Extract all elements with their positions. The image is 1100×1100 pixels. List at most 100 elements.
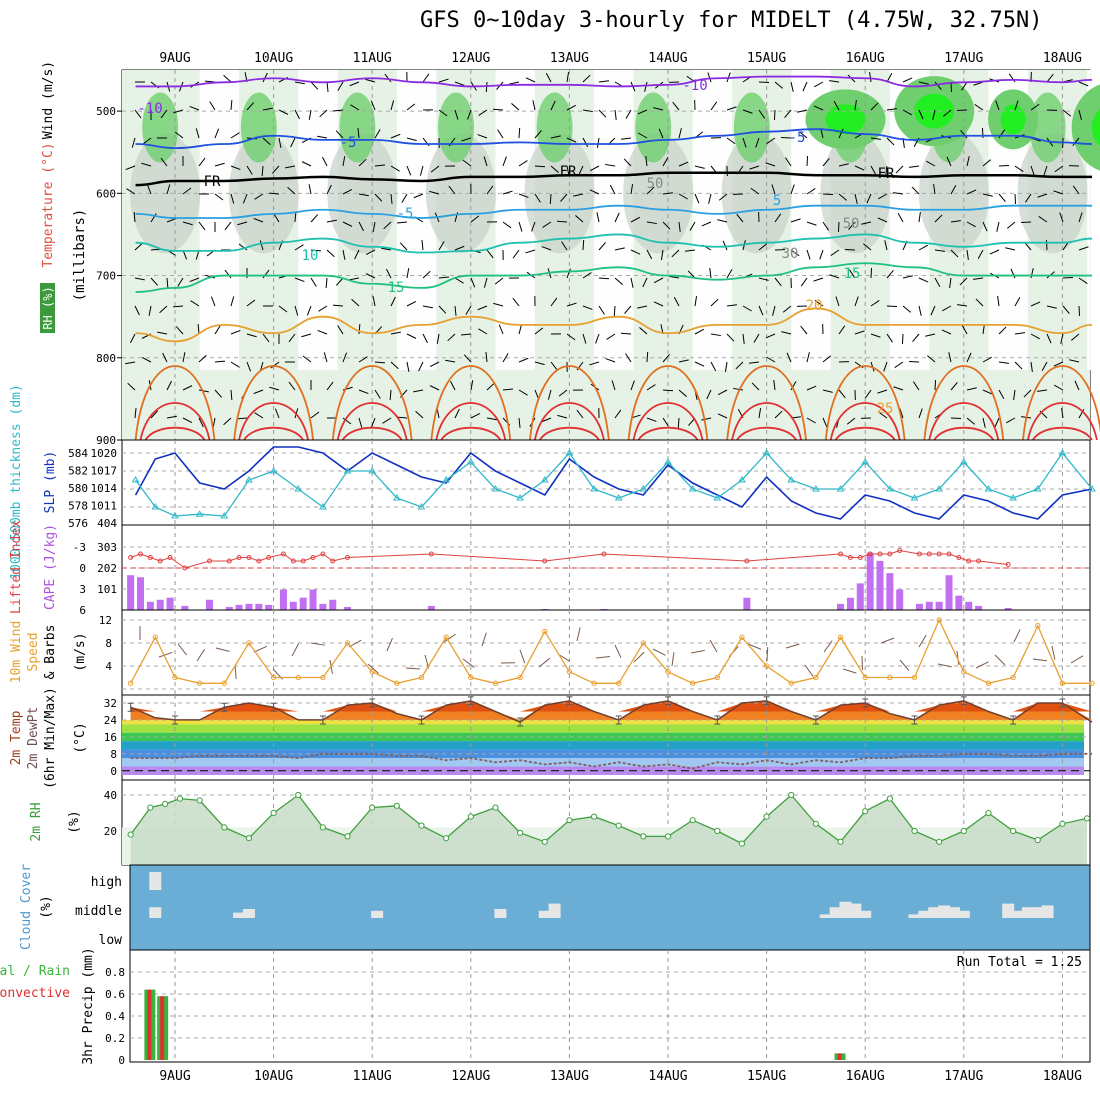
wind-barb (771, 184, 776, 195)
wind-barb (645, 156, 648, 167)
wind-barb (230, 361, 240, 368)
contour-label: 20 (806, 298, 823, 314)
li-marker (320, 551, 326, 557)
wind-barb (750, 187, 760, 195)
wind-barb (525, 77, 536, 83)
rh2m-marker (1010, 827, 1017, 835)
wind-barb (772, 305, 776, 316)
wind-barb (959, 277, 968, 286)
wind-barb (694, 296, 698, 307)
wind10-marker (763, 663, 770, 669)
wind-barb (454, 305, 457, 316)
cape-tick: 303 (97, 541, 117, 554)
temp2m-tick: 0 (110, 765, 117, 778)
ylabel-precip-c: 3hr Precip (mm) (81, 947, 96, 1064)
minmax-whisker (812, 715, 819, 725)
rh-green-blob (536, 92, 573, 163)
wind-barb (869, 72, 872, 83)
wind-barb (342, 249, 346, 260)
wind-barb (198, 417, 204, 428)
wind10-barb (880, 637, 895, 644)
wind-barb (406, 137, 417, 142)
warm-isotherm (731, 402, 802, 441)
wind-barb (829, 274, 840, 279)
wind-barb (134, 109, 142, 119)
li-marker (128, 555, 134, 560)
wind-barb (646, 221, 657, 225)
thickness-marker (762, 449, 771, 456)
ylabel-rh: RH (%) (41, 286, 55, 329)
thickness-marker (269, 467, 278, 474)
wind-barb (927, 355, 936, 363)
rh2m-marker (196, 797, 203, 804)
wind-barb (838, 193, 847, 201)
contour-label: -5 (789, 130, 806, 146)
wind-barb (662, 192, 673, 195)
wind-barb (1037, 389, 1048, 392)
wind-barb (429, 385, 440, 391)
cape-bar (541, 608, 549, 610)
wind10-barb (576, 627, 581, 642)
rh2m-marker (147, 804, 154, 811)
li-marker (838, 551, 844, 557)
thickness-slp-panel: 584 582 580 578 576 1020 1017 1014 1011 404 (68, 439, 1096, 530)
wind-barb (822, 221, 830, 231)
wind-barb (470, 380, 474, 391)
wind10-barb (918, 634, 927, 648)
wind-barb (512, 297, 520, 307)
cape-bar (866, 552, 874, 610)
wind10-barb (633, 651, 645, 663)
thickness-marker (565, 449, 574, 456)
wind-barb (461, 137, 472, 142)
wind10-marker (862, 674, 868, 681)
wind-barb (844, 248, 856, 251)
wind-barb (717, 219, 728, 223)
warm-isotherm (430, 365, 512, 441)
wind-barb (854, 296, 859, 307)
ylabel-temp2m-c: (6hr Min/Max) (43, 687, 58, 789)
wind-barb (701, 221, 712, 227)
rh2m-marker (590, 813, 598, 820)
rh2m-marker (664, 833, 672, 840)
wind-barb (182, 187, 192, 195)
wind-barb (278, 305, 288, 313)
li-marker (867, 551, 873, 557)
wind-barb (470, 215, 480, 223)
wind-barb (358, 323, 361, 335)
wind-barb (596, 137, 600, 148)
wind-barb (483, 277, 488, 288)
wind-barb (638, 132, 648, 139)
wind-barb (797, 109, 808, 113)
wind-barb (358, 356, 368, 363)
wind-barb (401, 193, 408, 203)
warm-isotherm (440, 426, 502, 441)
wind10-barb (1032, 658, 1047, 662)
cape-bar (309, 589, 317, 610)
cape-bar (319, 603, 327, 610)
wind-barb (262, 333, 270, 343)
li-marker (345, 555, 351, 560)
wind-barb (502, 190, 513, 195)
wind-barb (932, 109, 936, 120)
wind-barb (799, 131, 808, 139)
wind-barb (982, 356, 992, 363)
rh2m-marker (911, 827, 918, 835)
rh2m-marker (162, 800, 169, 808)
wind-barb (966, 387, 977, 391)
rh2m-marker (467, 813, 474, 820)
wind10-barb (652, 648, 666, 656)
minmax-whisker (714, 715, 721, 725)
cloud-box-middle (829, 907, 842, 918)
date-label-top: 12AUG (451, 51, 490, 66)
wind-barb (525, 249, 536, 254)
wind-barb (262, 137, 271, 146)
wind-barb (1045, 239, 1048, 251)
precip-tick: 0 (118, 1054, 125, 1067)
wind-barb (582, 109, 593, 113)
wind-barb (306, 305, 312, 316)
wind-barb (288, 333, 296, 343)
wind10-marker (566, 669, 573, 675)
li-marker (601, 551, 607, 557)
isotherm--5 (135, 128, 1092, 150)
cloud-box-middle (538, 910, 551, 918)
